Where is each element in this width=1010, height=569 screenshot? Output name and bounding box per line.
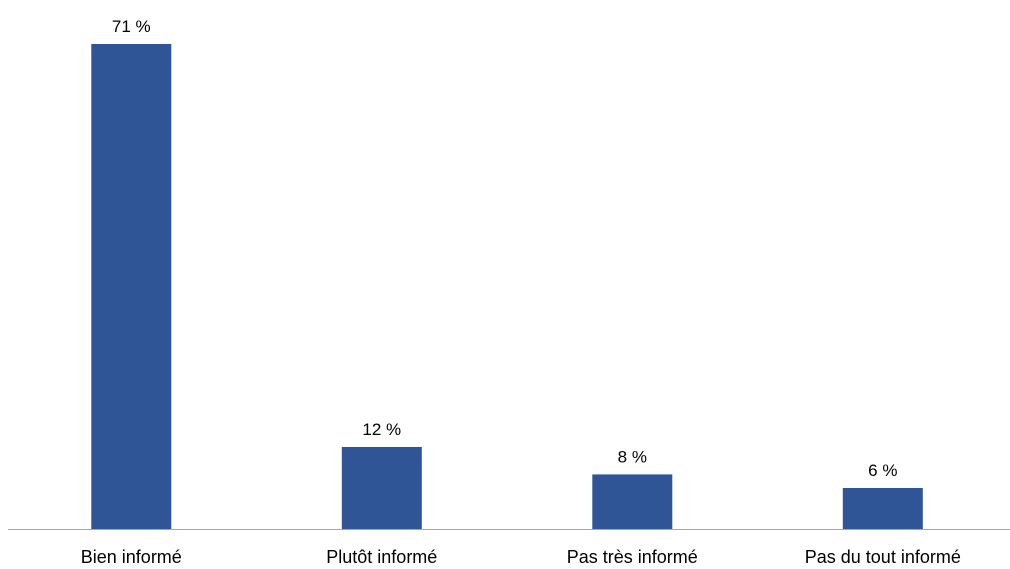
x-tick-label-1: Plutôt informé <box>326 547 437 567</box>
x-tick-labels-layer: Bien informé Plutôt informé Pas très infor… <box>81 547 961 567</box>
data-label-0: 71 % <box>112 17 151 36</box>
bar-3 <box>842 488 923 529</box>
bar-0 <box>91 44 172 529</box>
bars-layer <box>91 44 923 529</box>
x-tick-label-0: Bien informé <box>81 547 182 567</box>
data-label-2: 8 % <box>618 447 647 466</box>
x-tick-label-2: Pas très informé <box>567 547 698 567</box>
x-tick-label-3: Pas du tout informé <box>805 547 961 567</box>
data-label-1: 12 % <box>362 420 401 439</box>
data-label-3: 6 % <box>868 461 897 480</box>
bar-2 <box>592 474 673 529</box>
bar-1 <box>341 447 422 529</box>
data-labels-layer: 71 % 12 % 8 % 6 % <box>112 17 898 480</box>
